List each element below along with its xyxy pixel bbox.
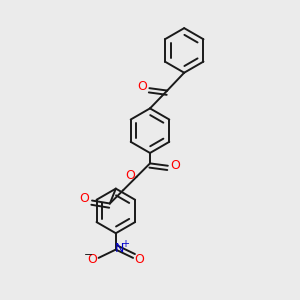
Text: O: O bbox=[137, 80, 147, 94]
Text: +: + bbox=[121, 239, 129, 249]
Text: O: O bbox=[80, 192, 89, 205]
Text: N: N bbox=[115, 242, 124, 255]
Text: −: − bbox=[84, 250, 94, 260]
Text: O: O bbox=[125, 169, 135, 182]
Text: O: O bbox=[88, 253, 98, 266]
Text: O: O bbox=[135, 253, 145, 266]
Text: O: O bbox=[170, 159, 180, 172]
